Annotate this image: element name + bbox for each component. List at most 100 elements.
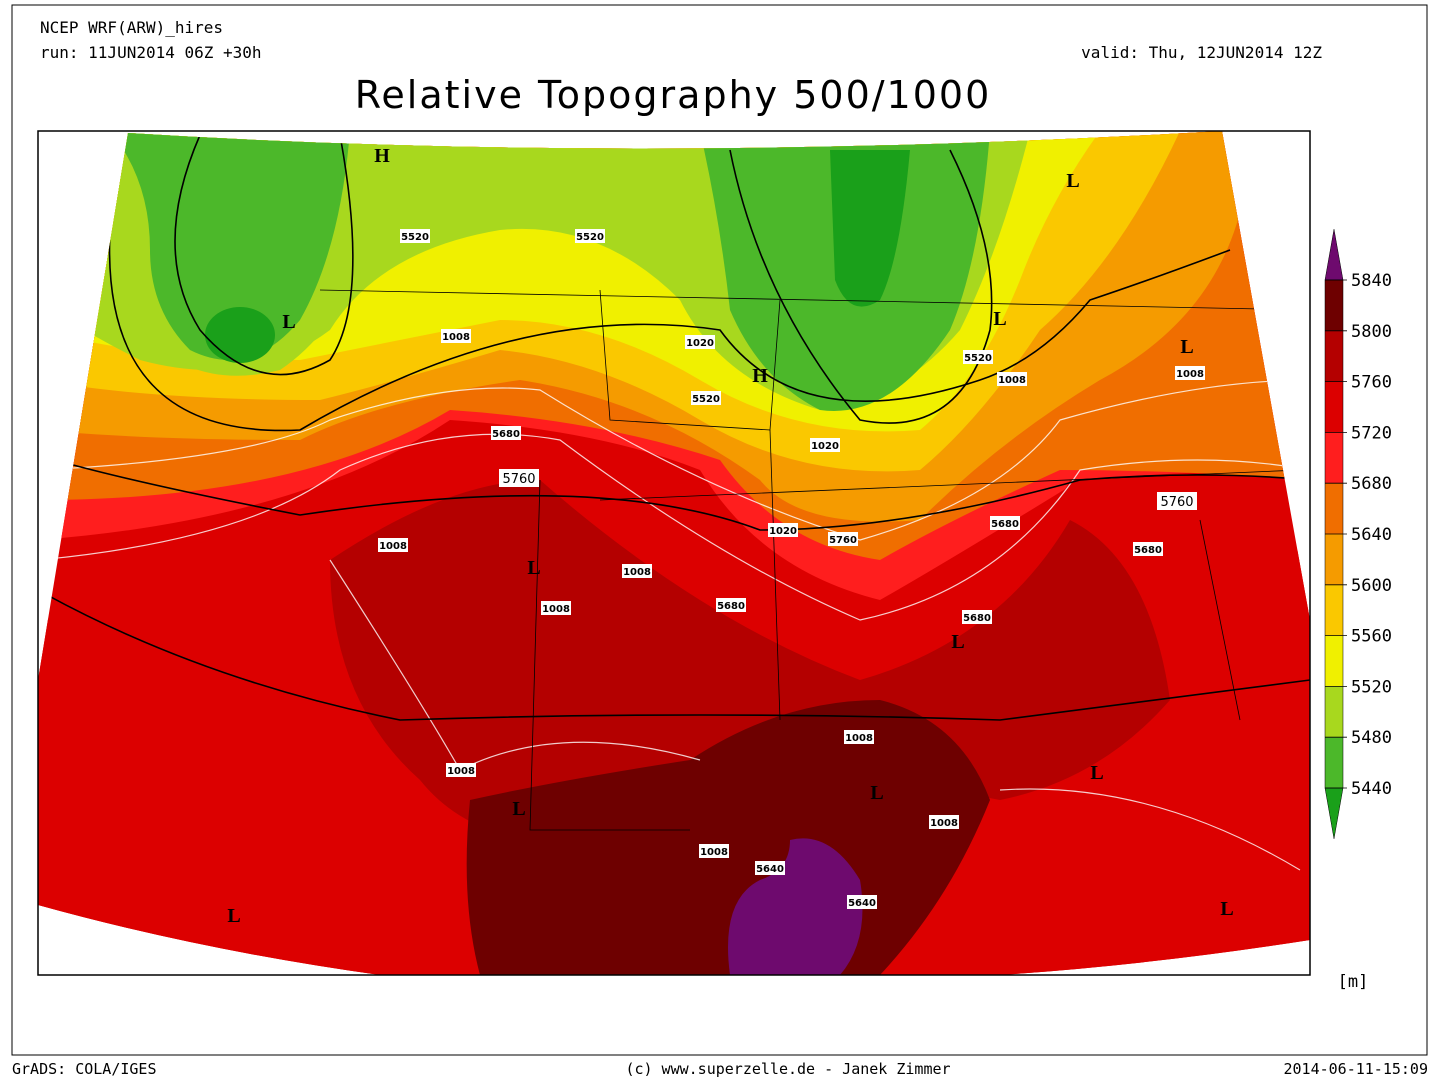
footer-left: GrADS: COLA/IGES	[12, 1060, 157, 1078]
contour-label-box	[929, 815, 959, 829]
valid-time: valid: Thu, 12JUN2014 12Z	[1081, 43, 1322, 62]
colorbar-low-triangle	[1324, 787, 1344, 839]
contour-label-box	[491, 426, 521, 440]
pressure-center: L	[527, 557, 540, 579]
contour-label-box	[378, 538, 408, 552]
contour-label: 1008	[447, 766, 475, 777]
contour-label-box	[810, 438, 840, 452]
contour-label: 1020	[811, 441, 839, 452]
contour-label-box	[691, 391, 721, 405]
contour-label-box	[622, 564, 652, 578]
pressure-center: L	[512, 798, 525, 820]
colorbar-band	[1325, 737, 1343, 788]
contour-label: 1008	[930, 818, 958, 829]
contour-label: 1008	[542, 604, 570, 615]
colorbar-band	[1325, 432, 1343, 484]
colorbar-frame	[1324, 279, 1344, 789]
contour-label-box	[963, 350, 993, 364]
contour-label: 5760	[1160, 495, 1193, 510]
pressure-center: L	[282, 311, 295, 333]
contour-label: 5760	[829, 535, 857, 546]
pressure-center: L	[1180, 336, 1193, 358]
contour-label: 5520	[401, 232, 429, 243]
colorbar-band	[1325, 584, 1343, 636]
colorbar-band	[1325, 280, 1343, 331]
contour-label: 1008	[998, 375, 1026, 386]
contour-label: 5680	[963, 613, 991, 624]
contour-label: 5760	[502, 472, 535, 487]
colorbar-band	[1325, 330, 1343, 382]
contour-label-box	[755, 861, 785, 875]
contour-label: 1008	[623, 567, 651, 578]
colorbar-tick-label: 5440	[1351, 779, 1392, 799]
contour-label: 5520	[576, 232, 604, 243]
contour-label-box	[990, 516, 1020, 530]
contour-label-box	[1175, 366, 1205, 380]
map-frame	[37, 130, 1311, 976]
contour-label: 1008	[845, 733, 873, 744]
contour-label-box	[441, 329, 471, 343]
colorbar-band	[1325, 534, 1343, 585]
contour-label: 1008	[442, 332, 470, 343]
contour-label: 1020	[686, 338, 714, 349]
pressure-center: L	[1220, 898, 1233, 920]
colorbar-band	[1325, 483, 1343, 534]
colorbar-tick-label: 5720	[1351, 423, 1392, 443]
contour-label: 5680	[991, 519, 1019, 530]
contour-label-box	[997, 372, 1027, 386]
contour-label: 5520	[964, 353, 992, 364]
map-fill	[38, 131, 1310, 975]
pressure-center: L	[993, 308, 1006, 330]
colorbar-tick-label: 5840	[1351, 271, 1392, 291]
map-title: Relative Topography 500/1000	[355, 73, 992, 117]
contour-label: 5680	[1134, 545, 1162, 556]
colorbar-tick-label: 5520	[1351, 677, 1392, 697]
contour-label: 5640	[848, 898, 876, 909]
colorbar-band	[1325, 635, 1343, 687]
contour-label-box	[685, 335, 715, 349]
pressure-center: H	[374, 145, 390, 167]
colorbar-tick-label: 5600	[1351, 576, 1392, 596]
contour-label: 1008	[700, 847, 728, 858]
pressure-center: L	[1066, 170, 1079, 192]
contour-label-box	[1133, 542, 1163, 556]
colorbar-tick-label: 5560	[1351, 627, 1392, 647]
colorbar-high-triangle	[1324, 229, 1344, 281]
contour-label: 5520	[692, 394, 720, 405]
pressure-center: L	[227, 905, 240, 927]
contour-label-box	[499, 469, 539, 487]
footer-center: (c) www.superzelle.de - Janek Zimmer	[625, 1060, 950, 1078]
contour-label-box	[962, 610, 992, 624]
contour-label: 1020	[769, 526, 797, 537]
run-time: run: 11JUN2014 06Z +30h	[40, 43, 262, 62]
contour-label-box	[699, 844, 729, 858]
contour-label: 5680	[492, 429, 520, 440]
colorbar-tick-label: 5800	[1351, 322, 1392, 342]
contour-label-box	[575, 229, 605, 243]
contour-label: 1008	[379, 541, 407, 552]
colorbar-unit: [m]	[1338, 972, 1369, 992]
contour-label-box	[541, 601, 571, 615]
model-name: NCEP WRF(ARW)_hires	[40, 18, 223, 37]
pressure-center: L	[1090, 762, 1103, 784]
contour-label-box	[1157, 492, 1197, 510]
pressure-center: L	[951, 631, 964, 653]
contour-label-box	[400, 229, 430, 243]
contour-label-box	[716, 598, 746, 612]
contour-label: 5680	[717, 601, 745, 612]
colorbar-band	[1325, 381, 1343, 433]
contour-label: 5640	[756, 864, 784, 875]
pressure-center: L	[870, 782, 883, 804]
contour-label-box	[844, 730, 874, 744]
contour-label: 1008	[1176, 369, 1204, 380]
contour-label-box	[446, 763, 476, 777]
pressure-center: H	[752, 365, 768, 387]
contour-label-box	[847, 895, 877, 909]
colorbar-tick-label: 5640	[1351, 525, 1392, 545]
colorbar-band	[1325, 686, 1343, 738]
contour-label-box	[768, 523, 798, 537]
colorbar-tick-label: 5760	[1351, 373, 1392, 393]
footer-right: 2014-06-11-15:09	[1284, 1060, 1429, 1078]
page-border	[11, 4, 1428, 1056]
